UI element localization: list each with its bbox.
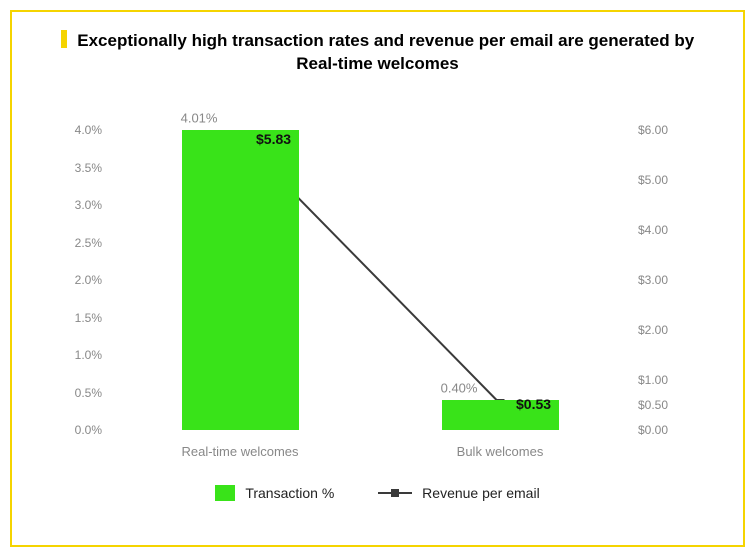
y-right-tick: $2.00 <box>630 323 668 337</box>
y-left-tick: 0.5% <box>75 386 110 400</box>
legend-item-bar: Transaction % <box>215 485 334 501</box>
y-left-tick: 1.5% <box>75 311 110 325</box>
y-left-tick: 2.0% <box>75 273 110 287</box>
y-right-tick: $4.00 <box>630 223 668 237</box>
y-right-tick: $5.00 <box>630 173 668 187</box>
legend: Transaction % Revenue per email <box>0 485 755 504</box>
y-left-tick: 3.5% <box>75 161 110 175</box>
y-left-tick: 0.0% <box>75 423 110 437</box>
chart-title: Exceptionally high transaction rates and… <box>77 31 694 73</box>
y-right-tick: $3.00 <box>630 273 668 287</box>
chart-title-wrap: Exceptionally high transaction rates and… <box>60 30 695 76</box>
bar <box>182 130 299 430</box>
bar-value-label: 0.40% <box>441 381 478 396</box>
y-left-tick: 1.0% <box>75 348 110 362</box>
bar-value-label: 4.01% <box>181 111 218 126</box>
title-accent-bar <box>61 30 67 48</box>
plot-area: 0.0%0.5%1.0%1.5%2.0%2.5%3.0%3.5%4.0%$0.0… <box>110 130 630 430</box>
y-left-tick: 4.0% <box>75 123 110 137</box>
line-value-label: $5.83 <box>256 131 291 147</box>
line-value-label: $0.53 <box>516 396 551 412</box>
legend-line-label: Revenue per email <box>422 485 540 501</box>
y-left-tick: 3.0% <box>75 198 110 212</box>
x-tick-label: Bulk welcomes <box>457 430 544 459</box>
legend-bar-label: Transaction % <box>245 485 334 501</box>
legend-line-swatch <box>378 485 412 501</box>
legend-bar-swatch <box>215 485 235 501</box>
y-right-tick: $6.00 <box>630 123 668 137</box>
y-right-tick: $0.00 <box>630 423 668 437</box>
y-right-tick: $1.00 <box>630 373 668 387</box>
legend-item-line: Revenue per email <box>378 485 540 501</box>
x-tick-label: Real-time welcomes <box>181 430 298 459</box>
y-left-tick: 2.5% <box>75 236 110 250</box>
y-right-tick: $0.50 <box>630 398 668 412</box>
